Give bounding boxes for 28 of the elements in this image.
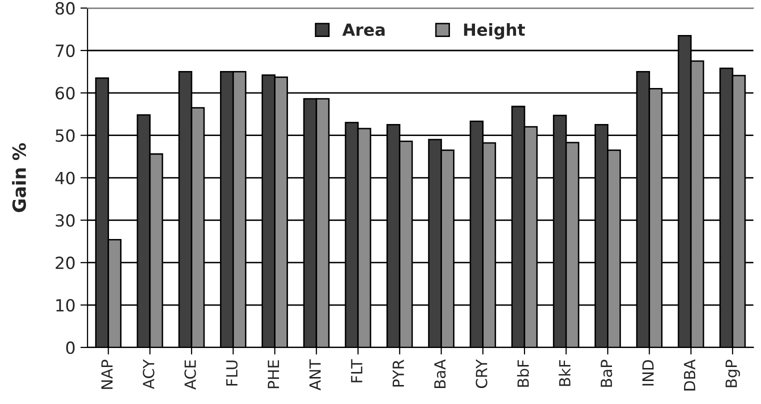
- x-tick-label: IND: [642, 360, 654, 386]
- legend-label: Height: [464, 23, 525, 40]
- x-tick-label: PYR: [392, 360, 404, 387]
- x-tick-label: ACE: [184, 360, 196, 390]
- y-axis-title: Gain %: [12, 143, 26, 212]
- y-tick-label: 40: [55, 172, 75, 184]
- y-tick-label: 20: [56, 256, 75, 270]
- x-tick-label: BaP: [600, 360, 612, 387]
- x-tick-label: DBA: [684, 359, 696, 390]
- x-tick-label: FLT: [351, 359, 362, 382]
- y-tick-label: 30: [56, 214, 75, 227]
- x-tick-label: BaA: [434, 359, 446, 388]
- x-tick-label: BbF: [517, 360, 529, 387]
- y-tick-label: 60: [56, 86, 75, 100]
- legend-label: Area: [342, 24, 385, 36]
- y-tick-label: 50: [56, 129, 75, 142]
- x-tick-label: ANT: [309, 359, 321, 390]
- x-tick-label: CRY: [476, 359, 488, 388]
- x-tick-label: ACY: [142, 359, 154, 390]
- y-tick-label: 10: [56, 298, 75, 312]
- x-tick-label: NAP: [101, 360, 113, 389]
- y-tick-label: 80: [56, 2, 75, 15]
- y-tick-label: 70: [56, 44, 75, 58]
- x-tick-label: BgP: [726, 360, 740, 388]
- x-tick-label: PHE: [268, 360, 280, 388]
- x-tick-label: FLU: [226, 360, 238, 386]
- y-tick-label: 0: [66, 341, 75, 354]
- x-tick-label: BkF: [558, 360, 570, 386]
